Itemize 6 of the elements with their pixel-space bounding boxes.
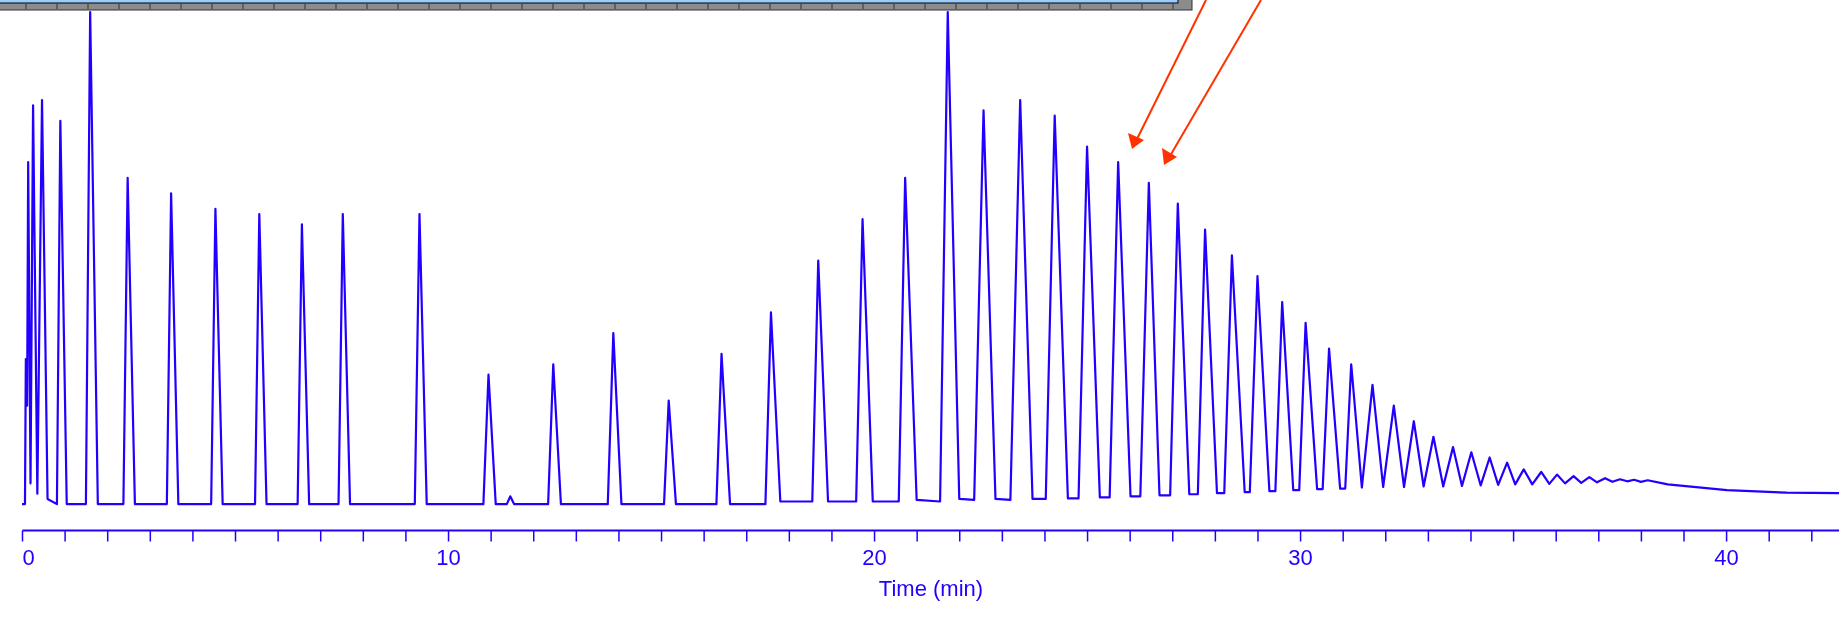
x-tick-label: 40 xyxy=(1714,544,1739,570)
x-tick-label: 20 xyxy=(862,544,887,570)
x-tick-label: 30 xyxy=(1288,544,1313,570)
x-tick-label: 0 xyxy=(22,544,35,570)
x-axis-title: Time (min) xyxy=(878,575,984,601)
x-tick-label: 10 xyxy=(436,544,461,570)
